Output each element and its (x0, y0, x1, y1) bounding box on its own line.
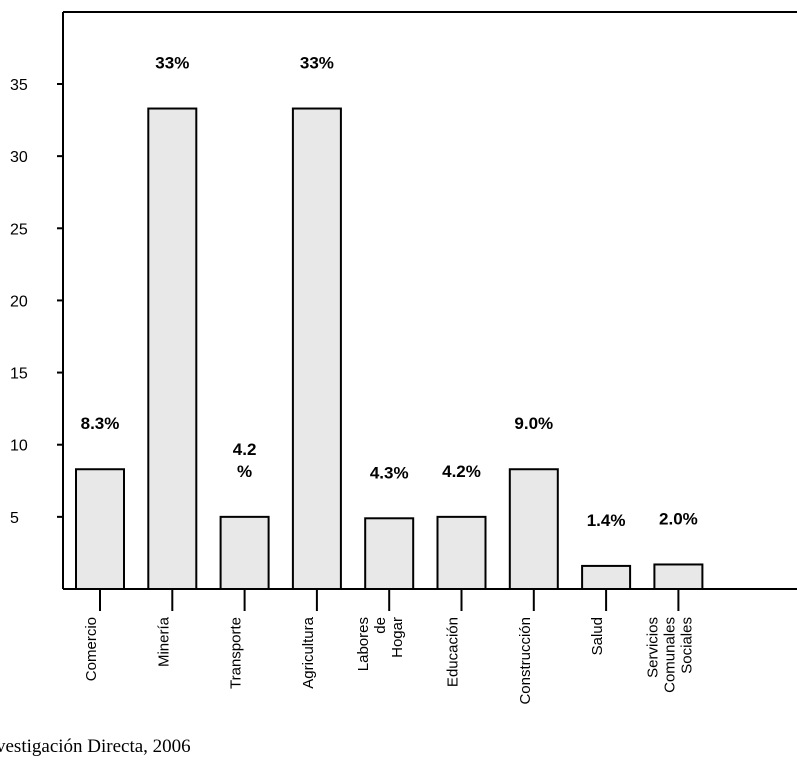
bar-3 (291, 107, 342, 591)
data-label-8: 2.0% (659, 509, 698, 528)
category-label-3: Agricultura (300, 616, 317, 688)
bar-4 (364, 517, 415, 590)
category-label-0: Comercio (83, 617, 100, 681)
category-label-4: LaboresdeHogar (355, 617, 406, 671)
data-label-2: 4.2% (233, 440, 257, 481)
category-label-2: Transporte (228, 617, 245, 689)
y-tick-label-5: 5 (10, 510, 19, 527)
source-note: vestigación Directa, 2006 (0, 736, 191, 757)
bar-0 (75, 468, 125, 590)
data-label-4: 4.3% (370, 463, 409, 482)
category-label-6: Construcción (517, 617, 534, 705)
bar-8 (653, 563, 704, 591)
bar-1 (147, 107, 198, 591)
category-label-5: Educación (445, 617, 462, 687)
y-tick-label-15: 15 (10, 366, 28, 383)
bar-2 (219, 515, 270, 590)
category-label-7: Salud (589, 617, 606, 655)
data-label-3: 33% (300, 54, 334, 73)
bar-6 (508, 468, 559, 590)
y-tick-label-30: 30 (10, 149, 28, 166)
y-tick-label-10: 10 (10, 438, 28, 455)
bar-5 (436, 515, 487, 590)
bar-7 (581, 564, 632, 591)
data-label-0: 8.3% (81, 414, 120, 433)
y-tick-label-20: 20 (10, 293, 28, 310)
y-tick-label-25: 25 (10, 221, 28, 238)
category-label-1: Minería (155, 616, 172, 667)
y-tick-label-35: 35 (10, 77, 28, 94)
data-label-7: 1.4% (587, 511, 626, 530)
category-label-8: ServiciosComunalesSociales (644, 617, 695, 693)
data-label-6: 9.0% (514, 414, 553, 433)
data-label-1: 33% (155, 54, 189, 73)
data-label-5: 4.2% (442, 462, 481, 481)
